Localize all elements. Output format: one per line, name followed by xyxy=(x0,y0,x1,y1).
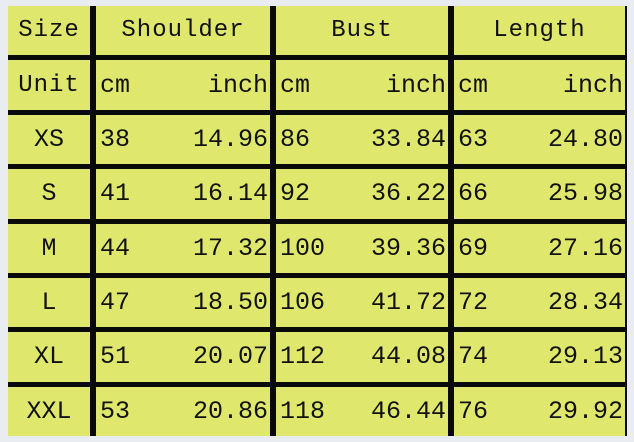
bust-inch: 46.44 xyxy=(370,396,446,426)
bust-cell: 106 41.72 xyxy=(276,277,448,328)
length-cell: 76 29.92 xyxy=(454,386,625,436)
header-bust: Bust xyxy=(276,6,448,56)
shoulder-inch: 17.32 xyxy=(192,233,268,263)
length-inch: 24.80 xyxy=(547,124,623,154)
bust-cm: 106 xyxy=(280,288,326,318)
unit-label: Unit xyxy=(8,60,90,110)
unit-cm: cm xyxy=(280,70,311,100)
header-size: Size xyxy=(8,6,90,56)
bust-inch: 41.72 xyxy=(370,288,446,318)
unit-inch: inch xyxy=(207,70,268,100)
shoulder-cell: 53 20.86 xyxy=(96,386,270,436)
unit-length: cm inch xyxy=(454,60,625,110)
length-cell: 69 27.16 xyxy=(454,223,625,273)
length-cm: 74 xyxy=(458,342,489,372)
length-cm: 63 xyxy=(458,124,489,154)
shoulder-cell: 38 14.96 xyxy=(96,114,270,165)
bust-inch: 33.84 xyxy=(370,124,446,154)
unit-cm: cm xyxy=(458,70,489,100)
row-size: M xyxy=(8,223,90,273)
unit-shoulder: cm inch xyxy=(96,60,270,110)
bust-inch: 39.36 xyxy=(370,233,446,263)
length-cm: 69 xyxy=(458,233,489,263)
length-cm: 76 xyxy=(458,396,489,426)
shoulder-inch: 20.07 xyxy=(192,342,268,372)
shoulder-cm: 51 xyxy=(100,342,131,372)
length-inch: 29.92 xyxy=(547,396,623,426)
shoulder-cell: 44 17.32 xyxy=(96,223,270,273)
size-label: M xyxy=(41,233,57,263)
header-shoulder: Shoulder xyxy=(96,6,270,56)
header-length: Length xyxy=(454,6,625,56)
bust-inch: 36.22 xyxy=(370,179,446,209)
unit-cm: cm xyxy=(100,70,131,100)
row-size: XS xyxy=(8,114,90,165)
bust-cm: 118 xyxy=(280,396,326,426)
shoulder-inch: 18.50 xyxy=(192,288,268,318)
row-size: XXL xyxy=(8,386,90,436)
bust-inch: 44.08 xyxy=(370,342,446,372)
shoulder-inch: 16.14 xyxy=(192,179,268,209)
shoulder-cell: 47 18.50 xyxy=(96,277,270,328)
row-size: XL xyxy=(8,332,90,382)
unit-inch: inch xyxy=(562,70,623,100)
bust-cm: 92 xyxy=(280,179,311,209)
bust-cm: 86 xyxy=(280,124,311,154)
length-cm: 72 xyxy=(458,288,489,318)
row-size: L xyxy=(8,277,90,328)
bust-cell: 112 44.08 xyxy=(276,332,448,382)
length-inch: 27.16 xyxy=(547,233,623,263)
bust-cm: 112 xyxy=(280,342,326,372)
size-label: XS xyxy=(33,124,64,154)
shoulder-cm: 47 xyxy=(100,288,131,318)
bust-cell: 118 46.44 xyxy=(276,386,448,436)
unit-inch: inch xyxy=(385,70,446,100)
shoulder-cm: 44 xyxy=(100,233,131,263)
length-cm: 66 xyxy=(458,179,489,209)
length-inch: 25.98 xyxy=(547,179,623,209)
size-label: L xyxy=(41,288,57,318)
length-inch: 28.34 xyxy=(547,288,623,318)
bust-cell: 92 36.22 xyxy=(276,169,448,219)
unit-bust: cm inch xyxy=(276,60,448,110)
row-size: S xyxy=(8,169,90,219)
length-cell: 63 24.80 xyxy=(454,114,625,165)
shoulder-inch: 14.96 xyxy=(192,124,268,154)
shoulder-cm: 41 xyxy=(100,179,131,209)
length-cell: 74 29.13 xyxy=(454,332,625,382)
length-cell: 66 25.98 xyxy=(454,169,625,219)
bust-cm: 100 xyxy=(280,233,326,263)
bust-cell: 86 33.84 xyxy=(276,114,448,165)
size-chart-table: Size Shoulder Bust Length Unit cm inch cm… xyxy=(8,6,627,436)
size-label: XXL xyxy=(26,396,72,426)
shoulder-cell: 41 16.14 xyxy=(96,169,270,219)
shoulder-cm: 53 xyxy=(100,396,131,426)
shoulder-cell: 51 20.07 xyxy=(96,332,270,382)
bust-cell: 100 39.36 xyxy=(276,223,448,273)
size-label: S xyxy=(41,179,57,209)
shoulder-cm: 38 xyxy=(100,124,131,154)
shoulder-inch: 20.86 xyxy=(192,396,268,426)
length-cell: 72 28.34 xyxy=(454,277,625,328)
size-label: XL xyxy=(33,342,64,372)
length-inch: 29.13 xyxy=(547,342,623,372)
